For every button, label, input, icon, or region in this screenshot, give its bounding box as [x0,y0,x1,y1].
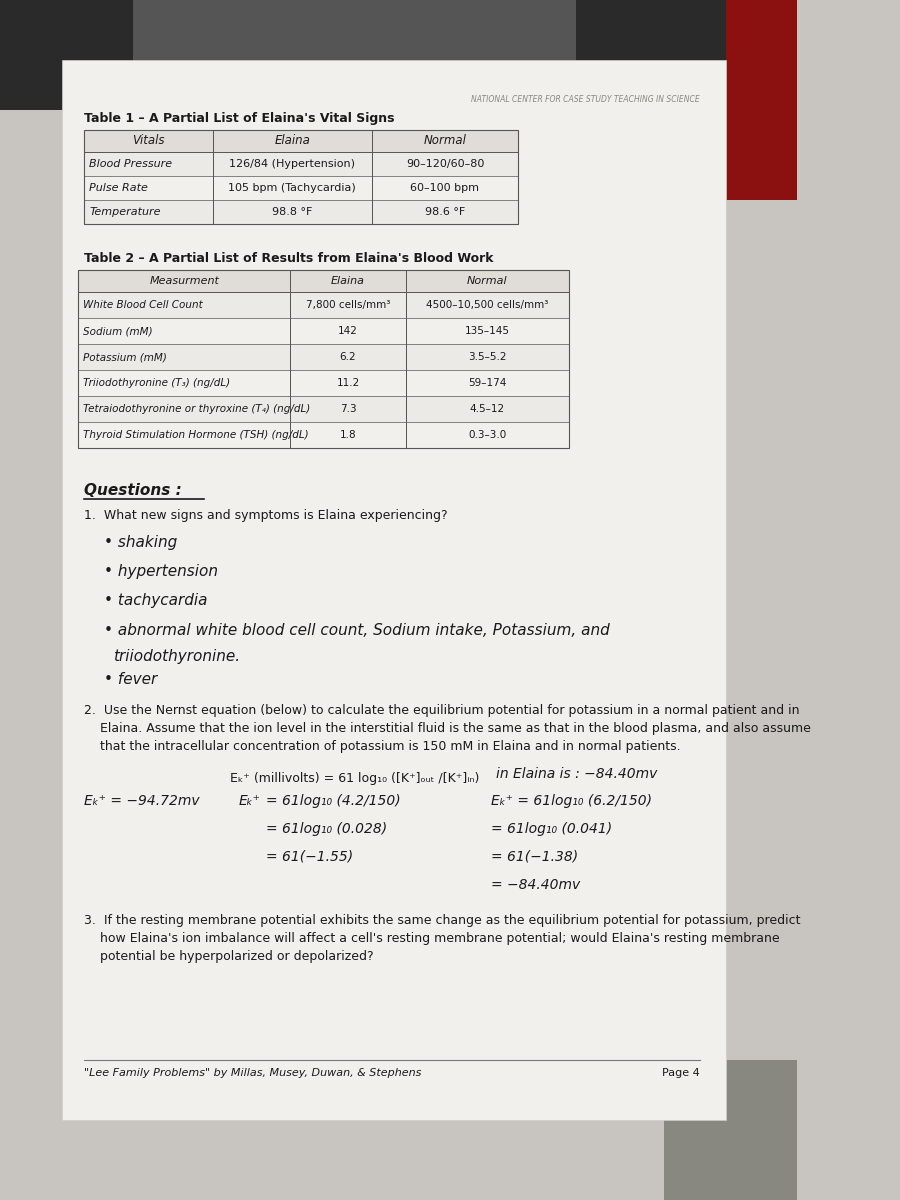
Text: Potassium (mM): Potassium (mM) [83,352,167,362]
Bar [84,152,518,176]
Text: 7.3: 7.3 [339,404,356,414]
Bar [664,1060,797,1200]
Text: = −84.40mv: = −84.40mv [491,878,580,892]
Text: • hypertension: • hypertension [104,564,219,578]
Bar [78,344,570,370]
Text: = 61log₁₀ (0.041): = 61log₁₀ (0.041) [491,822,613,836]
Text: Vitals: Vitals [132,134,165,148]
Text: 7,800 cells/mm³: 7,800 cells/mm³ [306,300,391,310]
Text: Temperature: Temperature [89,206,161,217]
Text: 4500–10,500 cells/mm³: 4500–10,500 cells/mm³ [427,300,549,310]
Text: Eₖ⁺ = 61log₁₀ (6.2/150): Eₖ⁺ = 61log₁₀ (6.2/150) [491,794,652,808]
Text: 3.  If the resting membrane potential exhibits the same change as the equilibriu: 3. If the resting membrane potential exh… [84,914,801,962]
Text: = 61log₁₀ (0.028): = 61log₁₀ (0.028) [266,822,387,836]
Bar [84,200,518,224]
Text: Table 2 – A Partial List of Results from Elaina's Blood Work: Table 2 – A Partial List of Results from… [84,252,493,265]
Text: 60–100 bpm: 60–100 bpm [410,182,480,193]
Text: White Blood Cell Count: White Blood Cell Count [83,300,203,310]
Text: Sodium (mM): Sodium (mM) [83,326,153,336]
Text: 135–145: 135–145 [465,326,510,336]
Text: 3.5–5.2: 3.5–5.2 [468,352,507,362]
Text: • tachycardia: • tachycardia [104,593,208,608]
Text: triiodothyronine.: triiodothyronine. [113,649,240,664]
Bar [133,0,576,80]
Bar [78,370,570,396]
Bar [78,318,570,344]
Bar [78,396,570,422]
Text: Eₖ⁺: Eₖ⁺ [239,794,261,808]
Text: Elaina: Elaina [274,134,310,148]
Text: Questions :: Questions : [84,482,182,498]
Text: "Lee Family Problems" by Millas, Musey, Duwan, & Stephens: "Lee Family Problems" by Millas, Musey, … [84,1068,421,1078]
Bar [84,130,518,152]
Text: Page 4: Page 4 [662,1068,699,1078]
Text: Blood Pressure: Blood Pressure [89,158,173,169]
Text: 98.6 °F: 98.6 °F [425,206,465,217]
Text: 98.8 °F: 98.8 °F [272,206,312,217]
Text: 126/84 (Hypertension): 126/84 (Hypertension) [230,158,356,169]
Text: 1.  What new signs and symptoms is Elaina experiencing?: 1. What new signs and symptoms is Elaina… [84,509,448,522]
Text: Table 1 – A Partial List of Elaina's Vital Signs: Table 1 – A Partial List of Elaina's Vit… [84,112,394,125]
Text: NATIONAL CENTER FOR CASE STUDY TEACHING IN SCIENCE: NATIONAL CENTER FOR CASE STUDY TEACHING … [471,95,699,104]
Bar [78,292,570,318]
Text: • abnormal white blood cell count, Sodium intake, Potassium, and: • abnormal white blood cell count, Sodiu… [104,623,610,638]
Text: Thyroid Stimulation Hormone (TSH) (ng/dL): Thyroid Stimulation Hormone (TSH) (ng/dL… [83,430,309,440]
Text: 0.3–3.0: 0.3–3.0 [468,430,507,440]
Text: = 61(−1.38): = 61(−1.38) [491,850,579,864]
Text: Tetraiodothyronine or thyroxine (T₄) (ng/dL): Tetraiodothyronine or thyroxine (T₄) (ng… [83,404,310,414]
Bar [726,0,797,200]
Text: • fever: • fever [104,672,158,686]
Bar [84,130,518,224]
Text: 90–120/60–80: 90–120/60–80 [406,158,484,169]
Text: 142: 142 [338,326,358,336]
Text: 11.2: 11.2 [337,378,360,388]
Text: Elaina: Elaina [331,276,365,286]
Text: Normal: Normal [467,276,508,286]
Text: 59–174: 59–174 [468,378,507,388]
Text: Normal: Normal [424,134,466,148]
Text: in Elaina is : −84.40mv: in Elaina is : −84.40mv [496,767,657,781]
Bar [0,0,797,110]
Text: • shaking: • shaking [104,535,177,550]
Text: Pulse Rate: Pulse Rate [89,182,148,193]
Text: Measurment: Measurment [149,276,219,286]
Text: Eₖ⁺ (millivolts) = 61 log₁₀ ([K⁺]ₒᵤₜ /[K⁺]ᵢₙ): Eₖ⁺ (millivolts) = 61 log₁₀ ([K⁺]ₒᵤₜ /[K… [230,772,479,785]
Bar [78,270,570,448]
Text: 2.  Use the Nernst equation (below) to calculate the equilibrium potential for p: 2. Use the Nernst equation (below) to ca… [84,704,811,754]
Text: 105 bpm (Tachycardia): 105 bpm (Tachycardia) [229,182,356,193]
Text: = 61log₁₀ (4.2/150): = 61log₁₀ (4.2/150) [266,794,400,808]
Text: Triiodothyronine (T₃) (ng/dL): Triiodothyronine (T₃) (ng/dL) [83,378,230,388]
Bar [62,60,726,1120]
Text: = 61(−1.55): = 61(−1.55) [266,850,353,864]
Bar [78,422,570,448]
Text: 4.5–12: 4.5–12 [470,404,505,414]
Text: Eₖ⁺ = −94.72mv: Eₖ⁺ = −94.72mv [84,794,200,808]
Bar [78,270,570,292]
Text: 6.2: 6.2 [339,352,356,362]
Bar [84,176,518,200]
Text: 1.8: 1.8 [339,430,356,440]
